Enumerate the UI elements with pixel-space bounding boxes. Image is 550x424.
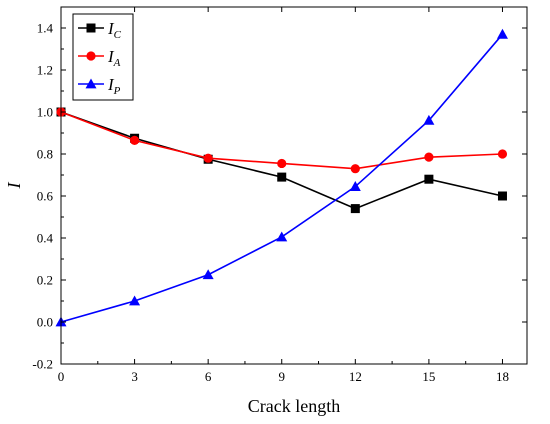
- x-tick-label: 6: [205, 369, 212, 384]
- legend-label: IC: [107, 19, 122, 41]
- data-point: [202, 269, 214, 280]
- legend-label: IP: [107, 75, 121, 97]
- legend-label-main: I: [107, 75, 115, 94]
- legend-label-sub: P: [113, 85, 121, 97]
- y-tick-label: 0.4: [37, 231, 54, 246]
- y-tick-label: -0.2: [32, 357, 53, 372]
- data-point: [277, 172, 287, 182]
- series-i-p: [55, 28, 508, 327]
- data-point: [497, 191, 507, 201]
- y-tick-label: 1.4: [37, 21, 54, 36]
- x-tick-label: 15: [422, 369, 435, 384]
- x-tick-label: 12: [349, 369, 362, 384]
- data-point: [350, 164, 360, 174]
- series-i-a: [56, 107, 508, 174]
- y-tick-label: 1.2: [37, 63, 53, 78]
- y-tick-label: 0.2: [37, 273, 53, 288]
- axes: 0 3 6 9 12 15 18 -0.2 0.0 0.2 0.4 0.6 0.8 1.0 1.2 1.4 Cr…: [4, 6, 528, 416]
- legend-label-sub: A: [113, 57, 121, 69]
- legend-entry: IP: [78, 75, 121, 97]
- x-tick-label: 9: [278, 369, 285, 384]
- data-point: [276, 231, 288, 242]
- y-tick-label: 0.8: [37, 147, 53, 162]
- legend-marker: [86, 51, 96, 61]
- legend-marker: [86, 23, 96, 33]
- legend-label-sub: C: [114, 29, 122, 41]
- data-point: [129, 295, 141, 306]
- legend-entry: IA: [78, 47, 121, 69]
- legend-label: IA: [107, 47, 121, 69]
- legend-entry: IC: [78, 19, 122, 41]
- legend-marker: [85, 78, 97, 89]
- data-point: [349, 181, 361, 191]
- data-point: [203, 153, 213, 163]
- data-point: [277, 158, 287, 169]
- data-point: [496, 28, 508, 39]
- x-tick-label: 18: [496, 369, 509, 384]
- data-point: [424, 152, 434, 162]
- x-axis-title: Crack length: [248, 396, 340, 416]
- x-tick-label: 3: [131, 369, 138, 384]
- series-layer: [55, 28, 508, 327]
- legend-label-main: I: [107, 19, 115, 38]
- y-axis-title: I: [4, 182, 24, 190]
- y-tick-label: 1.0: [37, 105, 53, 120]
- x-tick-label: 0: [58, 369, 65, 384]
- data-point: [497, 149, 508, 159]
- y-tick-label: 0.6: [37, 189, 54, 204]
- plot-frame: [60, 6, 528, 365]
- legend-label-main: I: [107, 47, 115, 66]
- legend-box: [72, 13, 134, 101]
- data-point: [423, 114, 435, 125]
- data-point: [350, 204, 360, 214]
- y-tick-label: 0.0: [37, 315, 53, 330]
- data-point: [424, 174, 434, 184]
- data-point: [129, 135, 140, 145]
